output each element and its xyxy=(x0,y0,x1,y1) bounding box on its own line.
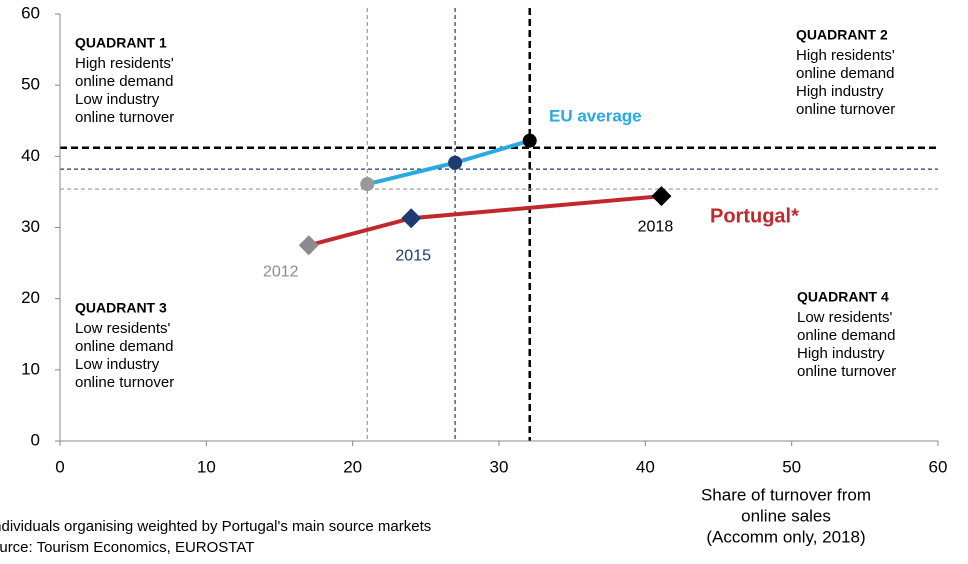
x-tick-label: 20 xyxy=(343,457,362,476)
quadrant-text: Low industry xyxy=(75,91,160,108)
point xyxy=(298,235,319,256)
quadrant-text: online demand xyxy=(797,327,895,344)
point-label: 2018 xyxy=(638,218,674,235)
y-tick-label: 30 xyxy=(21,217,40,236)
quadrant-text: High residents' xyxy=(796,47,895,64)
y-tick-label: 60 xyxy=(21,3,40,22)
quadrant-text: online demand xyxy=(75,73,173,90)
quadrant-text: online turnover xyxy=(797,363,896,380)
quadrant-text: Low industry xyxy=(75,356,160,373)
x-tick-label: 10 xyxy=(197,457,216,476)
series-label: Portugal* xyxy=(710,205,799,227)
x-axis-label: Share of turnover from xyxy=(701,485,871,504)
quadrant-text: online turnover xyxy=(796,101,895,118)
quadrant-text: High industry xyxy=(796,83,884,100)
quadrant-title: QUADRANT 2 xyxy=(796,27,888,43)
series-label: EU average xyxy=(549,106,642,125)
footnote: Individuals organising weighted by Portu… xyxy=(0,518,431,535)
x-tick-label: 40 xyxy=(636,457,655,476)
quadrant-text: Low residents' xyxy=(75,320,171,337)
quadrant-text: online demand xyxy=(796,65,894,82)
y-tick-label: 0 xyxy=(31,430,40,449)
quadrant-text: online turnover xyxy=(75,109,174,126)
quadrant-text: Low residents' xyxy=(797,309,893,326)
point xyxy=(448,155,463,170)
point-label: 2012 xyxy=(263,264,299,281)
point xyxy=(401,208,422,229)
x-axis-label: online sales xyxy=(741,506,831,525)
quadrant-title: QUADRANT 3 xyxy=(75,300,167,316)
x-tick-label: 0 xyxy=(55,457,64,476)
x-tick-label: 50 xyxy=(782,457,801,476)
quadrant-text: High residents' xyxy=(75,55,174,72)
y-tick-label: 50 xyxy=(21,75,40,94)
point-label: 2015 xyxy=(395,247,431,264)
y-tick-label: 40 xyxy=(21,146,40,165)
quadrant-text: High industry xyxy=(797,345,885,362)
quadrant-text: online demand xyxy=(75,338,173,355)
x-axis-label: (Accomm only, 2018) xyxy=(706,527,865,546)
quadrant-title: QUADRANT 4 xyxy=(797,289,889,305)
x-tick-label: 30 xyxy=(490,457,509,476)
point xyxy=(522,133,537,148)
footnote: Source: Tourism Economics, EUROSTAT xyxy=(0,539,254,556)
y-tick-label: 10 xyxy=(21,359,40,378)
point xyxy=(360,177,375,192)
point xyxy=(651,186,672,207)
y-tick-label: 20 xyxy=(21,288,40,307)
series-line xyxy=(308,194,662,248)
quadrant-title: QUADRANT 1 xyxy=(75,35,167,51)
x-tick-label: 60 xyxy=(929,457,948,476)
quadrant-text: online turnover xyxy=(75,374,174,391)
